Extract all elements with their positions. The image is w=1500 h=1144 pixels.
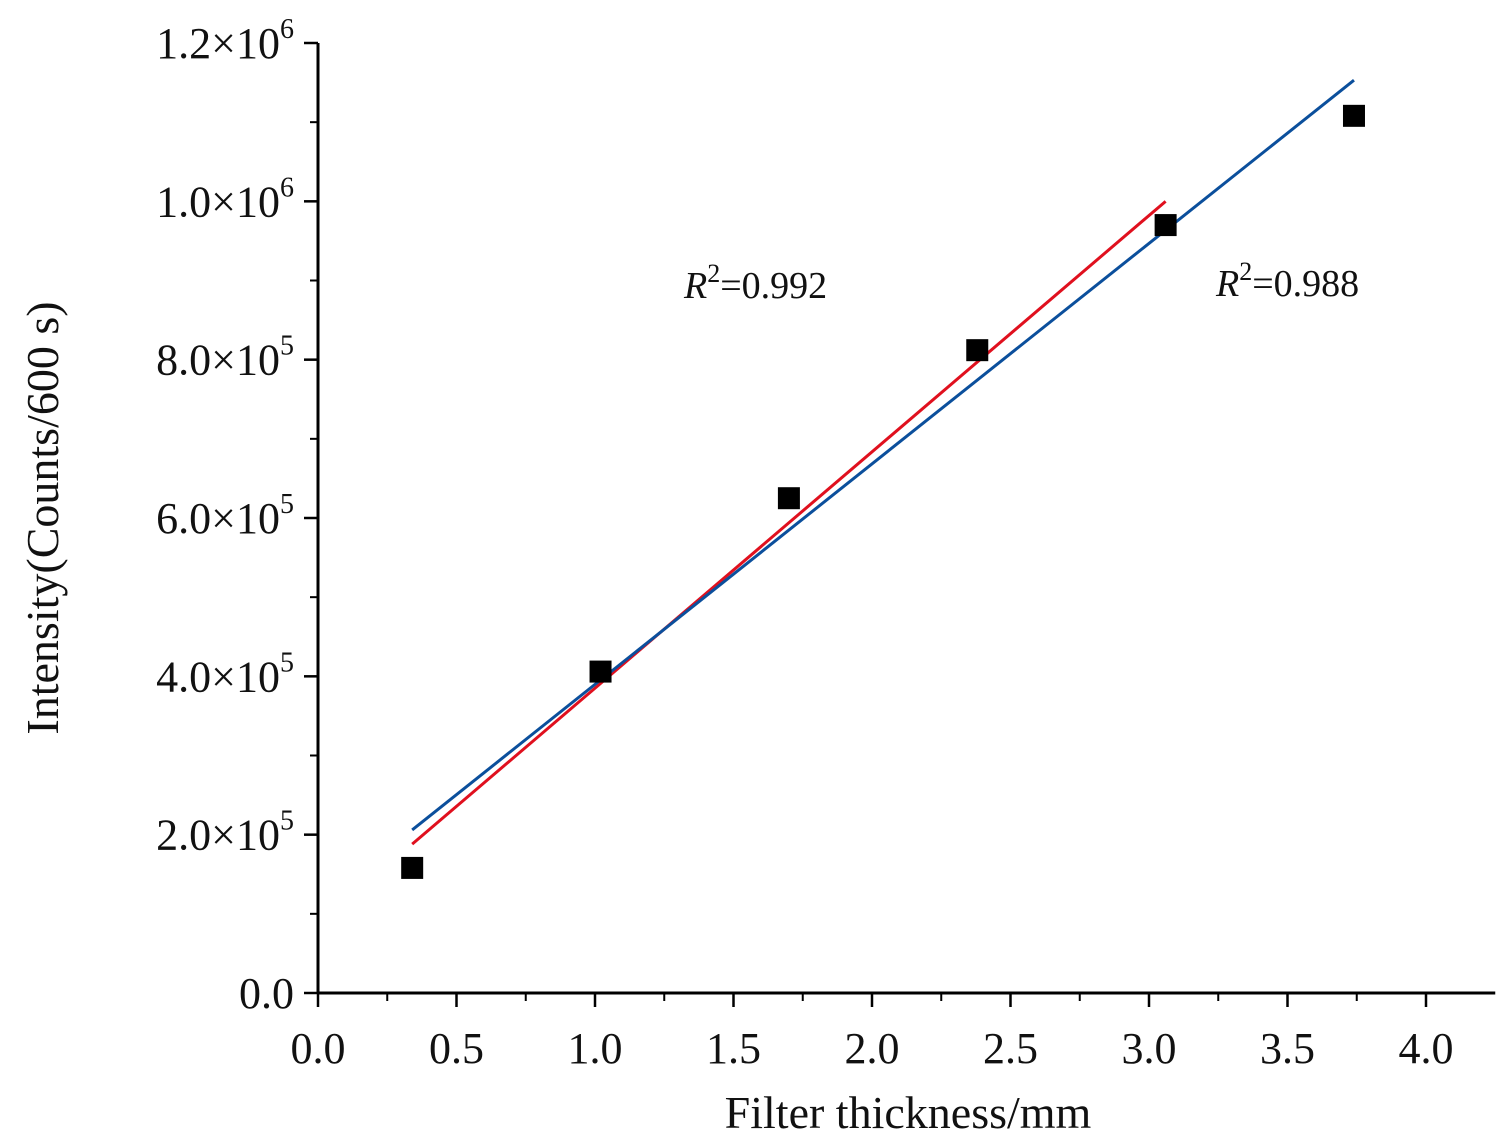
r2-symbol: R bbox=[683, 265, 707, 307]
r2-value: =0.992 bbox=[720, 265, 827, 307]
data-point bbox=[589, 660, 612, 683]
x-tick-label: 2.5 bbox=[983, 1024, 1038, 1073]
r2-superscript: 2 bbox=[707, 259, 720, 288]
r2-superscript: 2 bbox=[1239, 257, 1252, 286]
data-points bbox=[401, 104, 1365, 879]
y-tick-mantissa: 8.0×10 bbox=[156, 336, 280, 385]
x-tick-label: 0.0 bbox=[291, 1024, 346, 1073]
y-tick-mantissa: 0.0 bbox=[239, 969, 294, 1018]
y-tick-label: 6.0×105 bbox=[156, 489, 294, 543]
y-tick-exponent: 5 bbox=[280, 647, 294, 678]
y-tick-exponent: 6 bbox=[280, 172, 294, 203]
y-tick-label: 1.2×106 bbox=[156, 14, 294, 68]
r2-annotation-red: R2=0.992 bbox=[683, 259, 827, 307]
x-tick-label: 2.0 bbox=[845, 1024, 900, 1073]
y-tick-label: 2.0×105 bbox=[156, 806, 294, 860]
x-tick-label: 1.5 bbox=[706, 1024, 761, 1073]
y-tick-mantissa: 1.2×10 bbox=[156, 19, 280, 68]
y-tick-label: 1.0×106 bbox=[156, 172, 294, 226]
data-point bbox=[1342, 104, 1365, 127]
y-tick-mantissa: 1.0×10 bbox=[156, 177, 280, 226]
x-ticks: 0.0 0.5 1.0 1.5 2.0 2.5 3.0 3.5 4.0 bbox=[291, 993, 1454, 1073]
data-point bbox=[1154, 214, 1177, 237]
data-point bbox=[966, 339, 989, 362]
fit-lines bbox=[411, 79, 1355, 846]
y-tick-mantissa: 6.0×10 bbox=[156, 494, 280, 543]
y-tick-label: 4.0×105 bbox=[156, 647, 294, 701]
axes bbox=[316, 43, 1496, 995]
x-tick-label: 3.5 bbox=[1260, 1024, 1315, 1073]
x-tick-label: 4.0 bbox=[1399, 1024, 1454, 1073]
x-tick-label: 1.0 bbox=[568, 1024, 623, 1073]
y-axis-title: Intensity(Counts/600 s) bbox=[17, 301, 68, 734]
r2-symbol: R bbox=[1215, 263, 1239, 305]
fit-line-blue bbox=[411, 79, 1355, 832]
x-tick-label: 0.5 bbox=[429, 1024, 484, 1073]
data-point bbox=[401, 856, 424, 879]
y-tick-mantissa: 4.0×10 bbox=[156, 652, 280, 701]
r2-annotation-blue: R2=0.988 bbox=[1215, 257, 1359, 305]
y-tick-mantissa: 2.0×10 bbox=[156, 811, 280, 860]
x-axis-title: Filter thickness/mm bbox=[725, 1087, 1092, 1138]
y-ticks: 0.02.0×1054.0×1056.0×1058.0×1051.0×1061.… bbox=[156, 14, 318, 1018]
y-tick-label: 0.0 bbox=[239, 969, 294, 1018]
y-tick-exponent: 5 bbox=[280, 489, 294, 520]
r2-value: =0.988 bbox=[1252, 263, 1359, 305]
data-point bbox=[777, 487, 800, 510]
y-tick-exponent: 5 bbox=[280, 806, 294, 837]
x-tick-label: 3.0 bbox=[1122, 1024, 1177, 1073]
fit-line-red bbox=[411, 200, 1167, 846]
y-tick-exponent: 6 bbox=[280, 14, 294, 45]
y-tick-exponent: 5 bbox=[280, 331, 294, 362]
y-tick-label: 8.0×105 bbox=[156, 331, 294, 385]
